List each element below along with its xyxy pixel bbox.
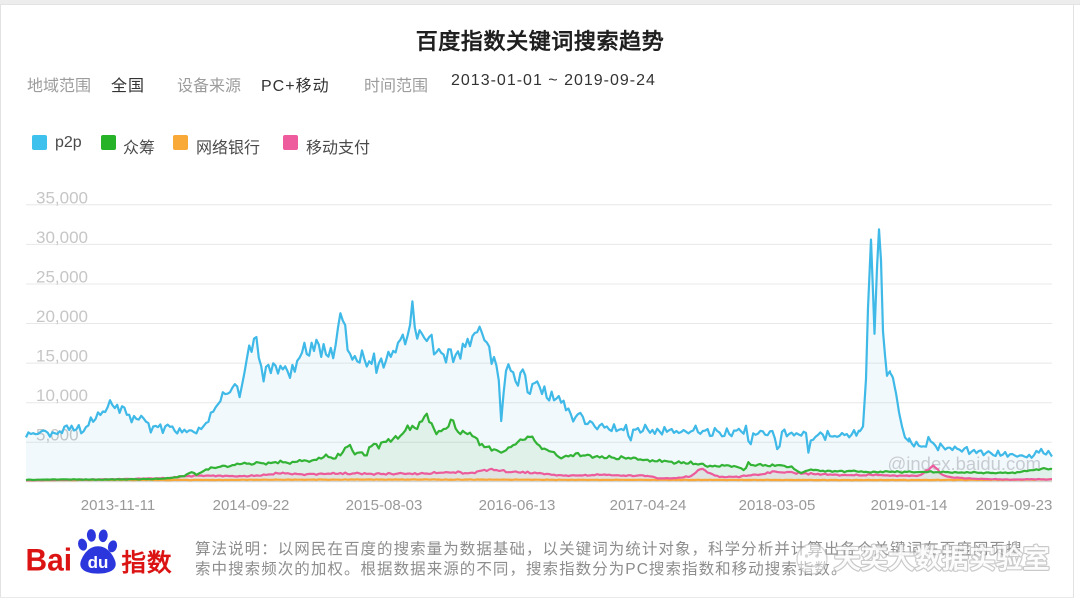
svg-text:2015-08-03: 2015-08-03 (346, 497, 423, 514)
svg-text:天奕大数据实验室: 天奕大数据实验室 (834, 544, 1050, 574)
svg-text:2013-11-11: 2013-11-11 (81, 497, 156, 514)
svg-text:15,000: 15,000 (36, 347, 88, 366)
svg-text:25,000: 25,000 (36, 268, 88, 287)
svg-text:指数: 指数 (122, 549, 173, 577)
svg-text:2014-09-22: 2014-09-22 (213, 497, 290, 514)
svg-text:5,000: 5,000 (36, 426, 79, 445)
svg-text:2016-06-13: 2016-06-13 (479, 497, 556, 514)
svg-text:2019-09-23: 2019-09-23 (976, 497, 1053, 514)
svg-text:35,000: 35,000 (36, 188, 88, 207)
svg-text:du: du (88, 553, 109, 572)
svg-text:2018-03-05: 2018-03-05 (739, 497, 816, 514)
svg-text:30,000: 30,000 (36, 228, 88, 247)
svg-text:@index.baidu.com: @index.baidu.com (887, 453, 1041, 474)
svg-text:10,000: 10,000 (36, 386, 88, 405)
svg-text:2019-01-14: 2019-01-14 (871, 497, 948, 514)
svg-text:2017-04-24: 2017-04-24 (610, 497, 687, 514)
svg-text:Bai: Bai (26, 542, 73, 578)
svg-text:20,000: 20,000 (36, 307, 88, 326)
